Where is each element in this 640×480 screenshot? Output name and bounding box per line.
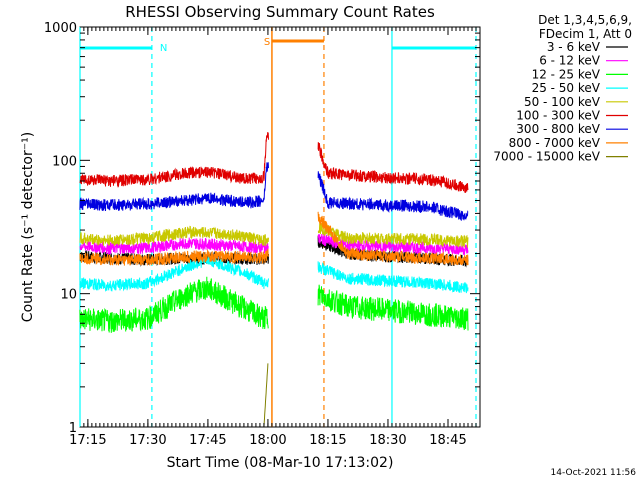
x-axis-label: Start Time (08-Mar-10 17:13:02) (167, 455, 394, 471)
series-line-800-7000-kev (317, 211, 469, 266)
series-line-25-50-kev (79, 255, 269, 292)
y-axis-label: Count Rate (s⁻¹ detector⁻¹) (20, 132, 36, 322)
y-tick-label: 100 (52, 154, 77, 169)
series-line-300-800-kev (317, 171, 469, 221)
y-tick-label: 1000 (44, 21, 77, 36)
x-axis: 17:15 17:30 17:45 18:00 18:15 18:30 18:45 (69, 27, 477, 448)
legend-label: 100 - 300 keV (516, 109, 600, 123)
x-tick-label: 18:00 (249, 433, 286, 448)
legend-label: 50 - 100 keV (524, 95, 601, 109)
legend-label: 800 - 7000 keV (509, 136, 601, 150)
series-line-300-800-kev (79, 162, 269, 212)
y-tick-label: 1 (69, 421, 77, 436)
series-line-12-25-kev (317, 284, 469, 331)
series-line-50-100-kev (317, 222, 469, 248)
x-tick-label: 18:45 (429, 433, 466, 448)
x-tick-label: 17:15 (69, 433, 106, 448)
series-group (79, 132, 469, 428)
legend-label: 7000 - 15000 keV (493, 150, 600, 164)
series-line-100-300-kev (79, 132, 269, 188)
legend-header-2: FDecim 1, Att 0 (539, 27, 632, 41)
chart-title: RHESSI Observing Summary Count Rates (125, 3, 435, 21)
annotation-s: S (264, 37, 270, 48)
series-line-100-300-kev (317, 142, 469, 193)
legend-label: 3 - 6 keV (547, 40, 601, 54)
series-line-7000-15000-kev (263, 363, 269, 428)
series-line-800-7000-kev (79, 248, 269, 266)
plot-frame (79, 26, 481, 428)
legend-label: 300 - 800 keV (516, 122, 600, 136)
series-line-25-50-kev (317, 261, 469, 294)
annotation-n: N (160, 43, 167, 54)
y-tick-label: 10 (60, 288, 77, 303)
legend-label: 25 - 50 keV (532, 81, 601, 95)
decorations: NS (79, 27, 477, 427)
x-tick-label: 17:30 (129, 433, 166, 448)
series-line-6-12-kev (79, 237, 269, 256)
timestamp: 14-Oct-2021 11:56 (551, 468, 637, 478)
x-tick-label: 18:15 (309, 433, 346, 448)
series-line-12-25-kev (79, 276, 269, 333)
legend-label: 6 - 12 keV (539, 54, 601, 68)
x-tick-label: 18:30 (369, 433, 406, 448)
series-line-6-12-kev (317, 234, 469, 256)
legend-label: 12 - 25 keV (532, 67, 601, 81)
legend: Det 1,3,4,5,6,9, FDecim 1, Att 0 3 - 6 k… (493, 13, 632, 164)
series-line-50-100-kev (79, 225, 269, 247)
y-axis: 1 10 100 1000 (44, 21, 480, 436)
plot-area: NS (79, 26, 481, 428)
x-tick-label: 17:45 (189, 433, 226, 448)
legend-header-1: Det 1,3,4,5,6,9, (538, 13, 632, 27)
